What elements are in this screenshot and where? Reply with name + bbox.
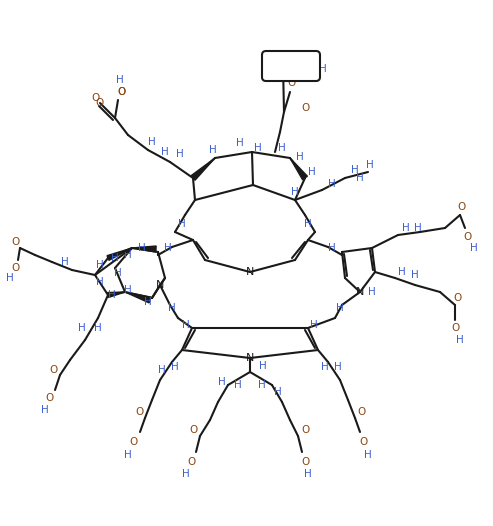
Text: H: H	[351, 165, 359, 175]
Text: O: O	[463, 232, 471, 242]
Text: H: H	[259, 361, 267, 371]
Text: H: H	[470, 243, 478, 253]
Text: H: H	[366, 160, 374, 170]
Text: H: H	[364, 450, 372, 460]
Text: H: H	[114, 268, 122, 278]
Text: H: H	[321, 362, 329, 372]
Text: N: N	[246, 353, 254, 363]
Text: O: O	[49, 365, 57, 375]
Text: H: H	[161, 147, 169, 157]
Polygon shape	[107, 248, 132, 260]
Text: O: O	[454, 293, 462, 303]
Text: O: O	[46, 393, 54, 403]
Text: O: O	[135, 407, 143, 417]
Text: H: H	[144, 297, 152, 307]
Text: H: H	[274, 387, 282, 397]
Text: H: H	[368, 287, 376, 297]
Polygon shape	[191, 158, 215, 180]
Text: H: H	[6, 273, 14, 283]
Text: H: H	[96, 277, 104, 287]
Text: H: H	[336, 303, 344, 313]
Text: O: O	[358, 407, 366, 417]
Text: O: O	[11, 263, 19, 273]
Text: H: H	[328, 179, 336, 189]
Text: H: H	[182, 320, 190, 330]
Text: H: H	[158, 365, 166, 375]
Text: H: H	[254, 143, 262, 153]
Text: O: O	[288, 78, 296, 88]
Text: H: H	[178, 219, 186, 229]
Text: H: H	[168, 303, 176, 313]
Text: H: H	[456, 335, 464, 345]
Text: H: H	[96, 260, 104, 270]
Text: O: O	[301, 425, 309, 435]
Text: H: H	[116, 75, 124, 85]
Text: O: O	[451, 323, 459, 333]
Text: H: H	[334, 362, 342, 372]
Text: H: H	[296, 152, 304, 162]
Text: H: H	[124, 285, 132, 295]
Text: O: O	[96, 98, 104, 108]
Text: H: H	[209, 145, 217, 155]
Text: H: H	[164, 243, 172, 253]
Text: O: O	[118, 87, 126, 97]
Text: H: H	[398, 267, 406, 277]
Text: H: H	[278, 143, 286, 153]
Polygon shape	[125, 292, 151, 303]
Polygon shape	[290, 158, 308, 180]
Polygon shape	[107, 292, 125, 298]
Text: H: H	[138, 243, 146, 253]
Text: N: N	[156, 280, 164, 290]
Text: H: H	[291, 187, 299, 197]
Text: H: H	[218, 377, 226, 387]
Text: O: O	[12, 237, 20, 247]
Text: Abs: Abs	[280, 59, 302, 73]
Polygon shape	[132, 246, 156, 252]
Text: H: H	[111, 253, 119, 263]
Text: H: H	[236, 138, 244, 148]
Text: H: H	[171, 362, 179, 372]
Text: H: H	[234, 380, 242, 390]
Text: H: H	[176, 149, 184, 159]
Text: H: H	[148, 137, 156, 147]
Text: H: H	[411, 270, 419, 280]
Text: H: H	[328, 243, 336, 253]
Text: H: H	[304, 469, 312, 479]
Text: N: N	[246, 267, 254, 277]
FancyBboxPatch shape	[262, 51, 320, 81]
Text: O: O	[458, 202, 466, 212]
Text: H: H	[94, 323, 102, 333]
Text: O: O	[301, 103, 309, 113]
Text: H: H	[41, 405, 49, 415]
Text: H: H	[304, 219, 312, 229]
Text: O: O	[188, 457, 196, 467]
Text: O: O	[91, 93, 99, 103]
Text: N: N	[356, 287, 364, 297]
Text: H: H	[308, 167, 316, 177]
Text: O: O	[118, 87, 126, 97]
Text: O: O	[359, 437, 367, 447]
Text: H: H	[414, 223, 422, 233]
Text: O: O	[301, 457, 309, 467]
Text: H: H	[258, 380, 266, 390]
Text: H: H	[319, 64, 327, 74]
Text: H: H	[182, 469, 190, 479]
Text: H: H	[124, 250, 132, 260]
Text: H: H	[402, 223, 410, 233]
Text: H: H	[108, 290, 116, 300]
Text: H: H	[78, 323, 86, 333]
Text: H: H	[61, 257, 69, 267]
Text: O: O	[189, 425, 197, 435]
Text: O: O	[130, 437, 138, 447]
Text: H: H	[310, 320, 318, 330]
Text: H: H	[124, 450, 132, 460]
Text: H: H	[356, 173, 364, 183]
